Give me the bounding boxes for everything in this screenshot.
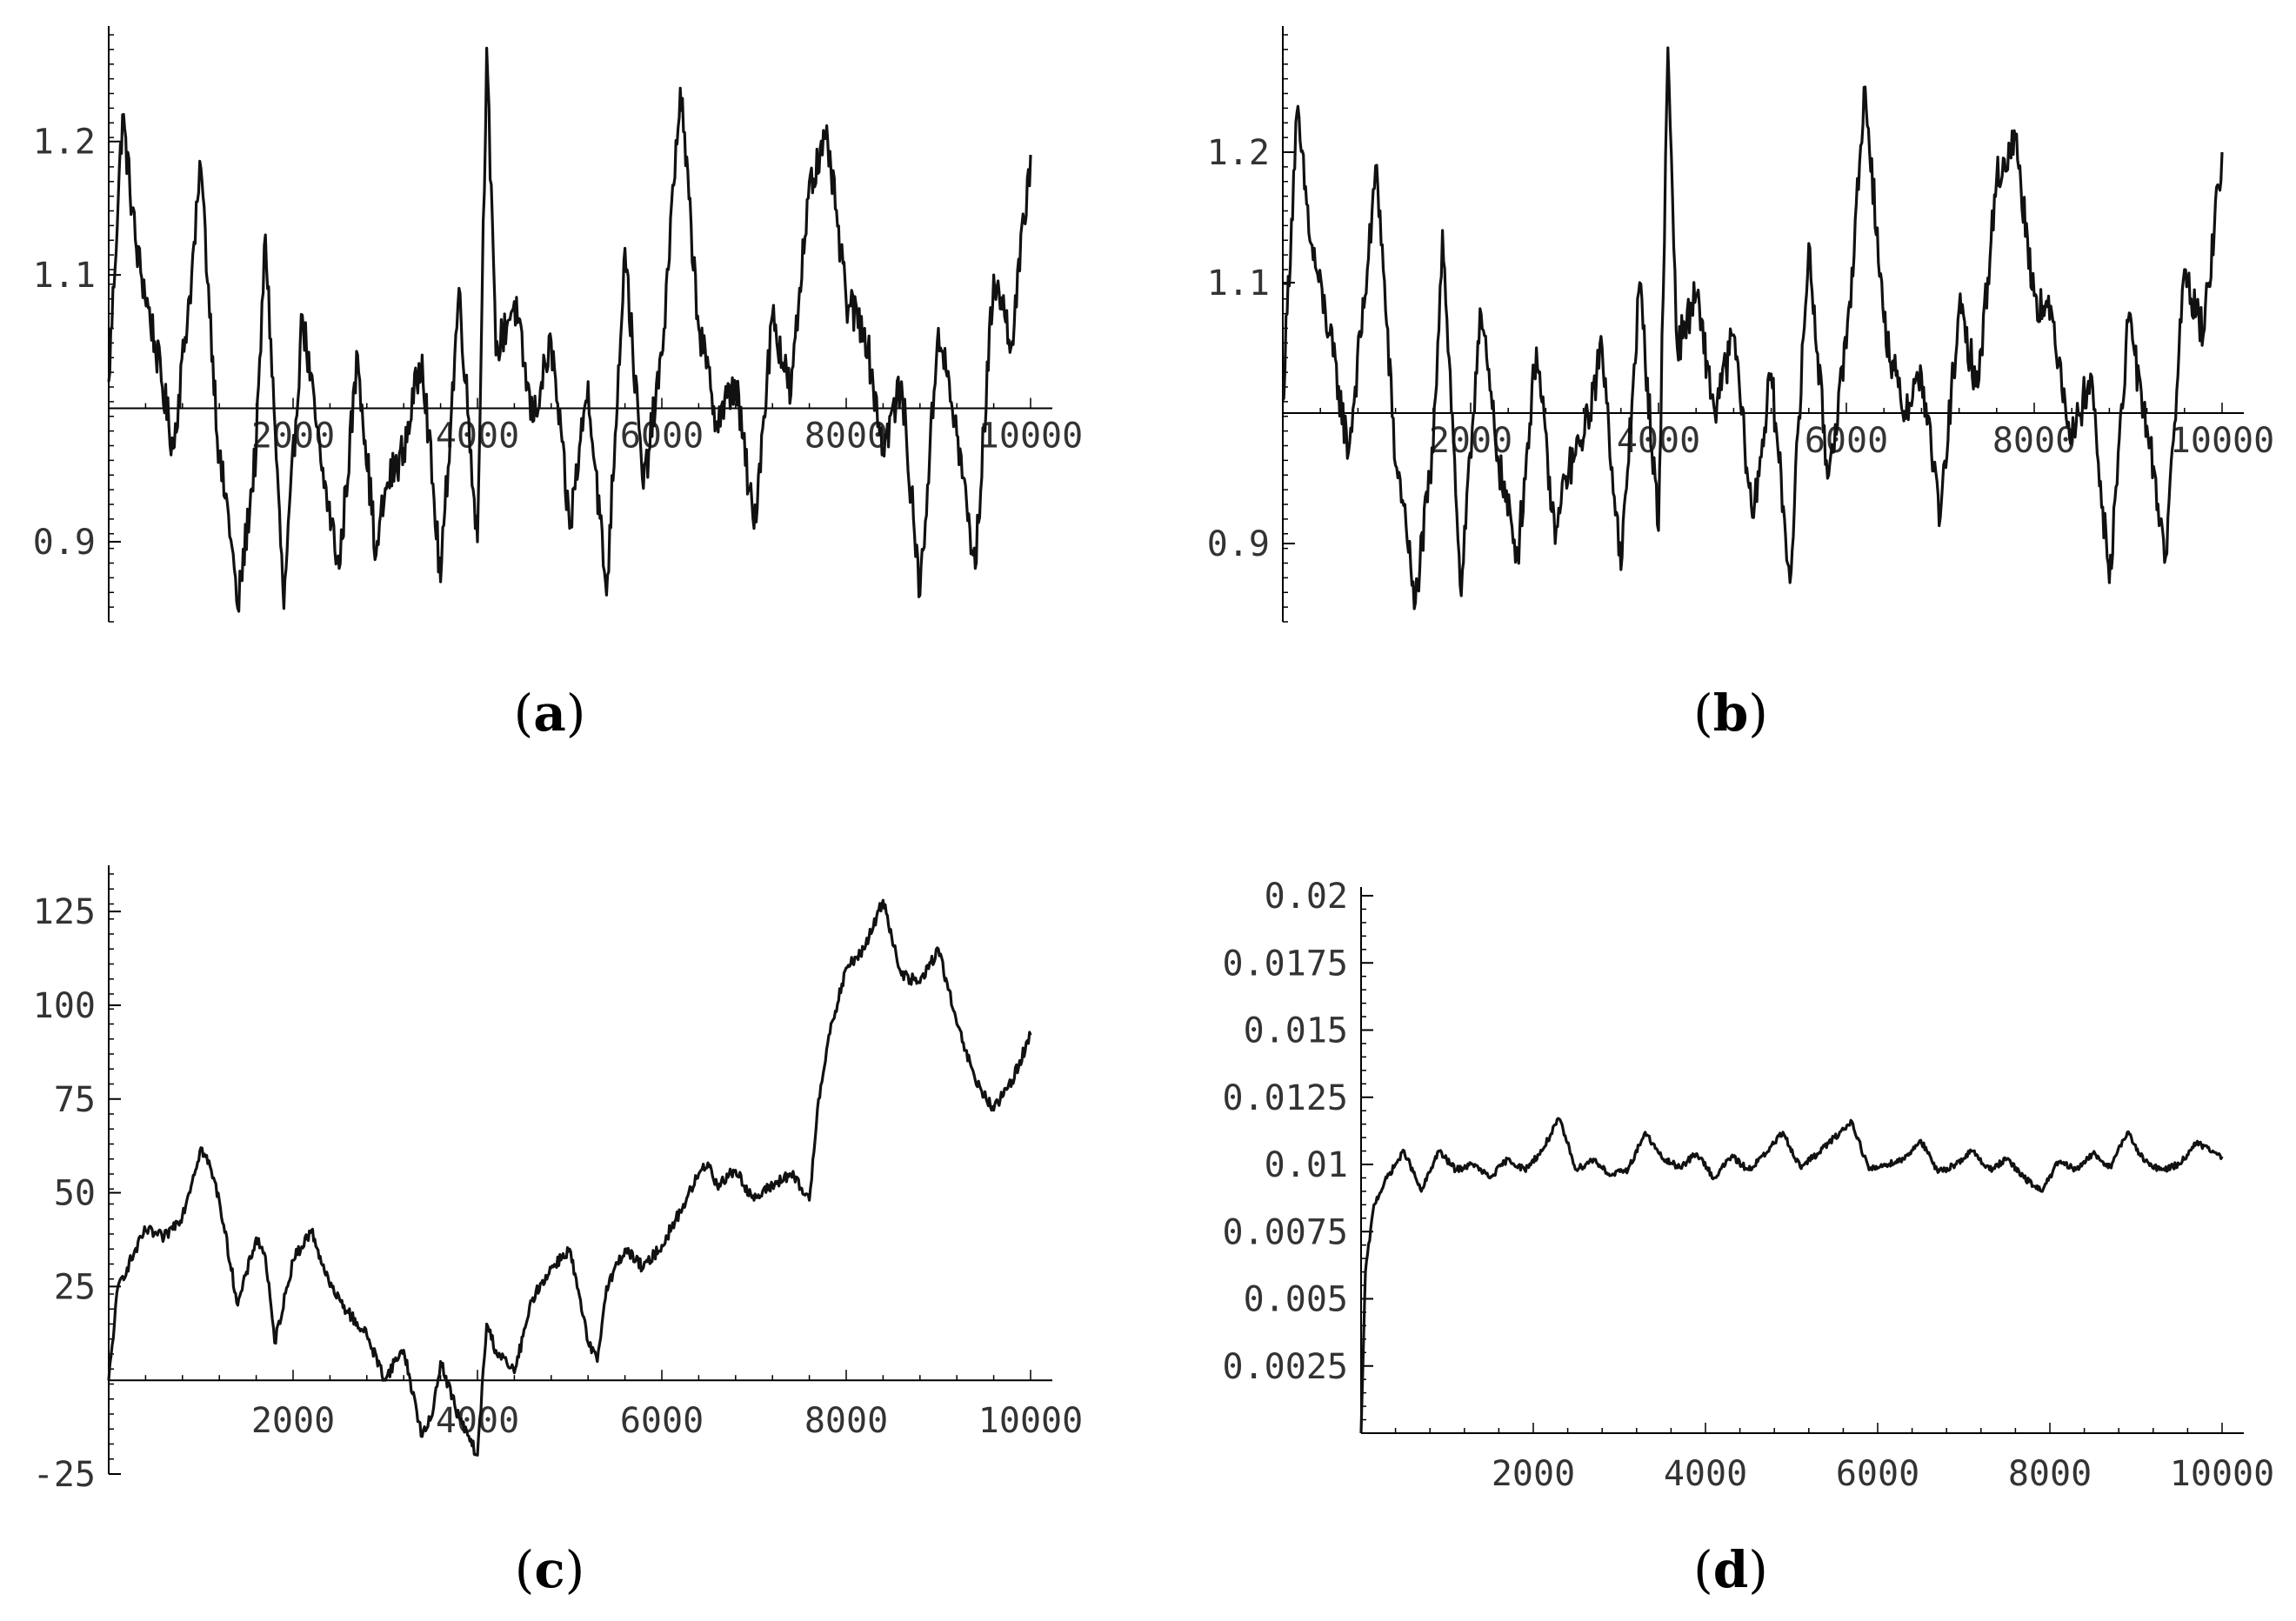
y-tick-label: 1.2 [33, 123, 96, 163]
panel-label: (b) [1693, 684, 1768, 743]
y-tick-label: 50 [54, 1174, 96, 1214]
x-tick-label: 6000 [620, 1401, 704, 1441]
x-tick-label: 6000 [1836, 1454, 1919, 1494]
y-tick-label: 0.0025 [1223, 1347, 1349, 1387]
y-tick-label: 0.01 [1265, 1145, 1348, 1185]
y-tick-label: 0.0175 [1223, 944, 1349, 984]
x-tick-label: 4000 [436, 417, 519, 457]
x-tick-label: 10000 [2170, 1454, 2274, 1494]
y-tick-label: 100 [33, 986, 96, 1026]
y-tick-label: 0.02 [1265, 877, 1348, 917]
chart-panel-d: 2000 4000 6000 8000 10000 0.0025 0.005 0.0075 0.… [1223, 877, 2275, 1599]
x-tick-label: 10000 [2170, 421, 2274, 461]
y-tick-label: 0.0125 [1223, 1078, 1349, 1118]
y-tick-label: 1.2 [1207, 133, 1270, 173]
x-tick-label: 6000 [1805, 421, 1888, 461]
panel-label: (d) [1693, 1540, 1768, 1599]
x-tick-label: 10000 [978, 1401, 1083, 1441]
x-tick-label: 4000 [1664, 1454, 1747, 1494]
x-tick-label: 10000 [978, 417, 1083, 457]
y-tick-label: 0.9 [1207, 524, 1270, 564]
y-tick-label: 1.1 [1207, 263, 1270, 304]
panel-label: (c) [515, 1540, 585, 1599]
panel-label: (a) [514, 684, 586, 743]
y-tick-label: 0.015 [1244, 1011, 1348, 1051]
y-tick-label: 25 [54, 1267, 96, 1307]
x-tick-label: 2000 [1492, 1454, 1575, 1494]
x-tick-label: 2000 [251, 1401, 335, 1441]
y-tick-label: 1.1 [33, 256, 96, 296]
x-tick-label: 6000 [620, 417, 704, 457]
x-tick-label: 8000 [2008, 1454, 2092, 1494]
y-tick-label: -25 [33, 1455, 96, 1495]
x-tick-label: 8000 [1992, 421, 2076, 461]
y-tick-label: 75 [54, 1080, 96, 1120]
y-tick-label: 0.005 [1244, 1280, 1348, 1320]
y-tick-label: 125 [33, 892, 96, 932]
series-line [1281, 46, 2224, 610]
series-line [1359, 1117, 2224, 1434]
y-tick-label: 0.0075 [1223, 1212, 1349, 1252]
y-tick-label: 0.9 [33, 523, 96, 563]
x-tick-label: 8000 [804, 417, 888, 457]
series-line [107, 46, 1032, 613]
series-line [107, 898, 1032, 1458]
x-tick-label: 8000 [804, 1401, 888, 1441]
